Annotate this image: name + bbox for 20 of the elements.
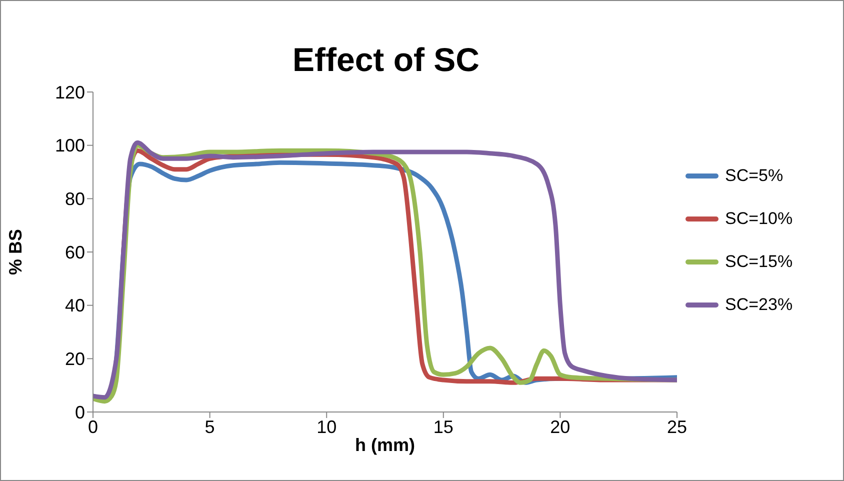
legend-label: SC=5% <box>725 166 784 186</box>
y-tick-label: 0 <box>74 402 85 422</box>
x-tick-label: 25 <box>666 416 688 437</box>
y-tick-label: 80 <box>64 189 85 210</box>
legend-label: SC=23% <box>725 295 793 315</box>
y-tick-label: 40 <box>64 296 85 316</box>
x-tick-label: 20 <box>550 416 570 437</box>
y-tick-label: 60 <box>64 242 85 262</box>
x-tick-label: 5 <box>204 416 215 437</box>
y-tick-label: 100 <box>54 136 85 156</box>
x-tick-label: 10 <box>316 416 337 437</box>
chart-title: Effect of SC <box>291 41 480 79</box>
y-tick-label: 20 <box>64 349 85 370</box>
x-tick-label: 15 <box>433 416 454 437</box>
legend-label: SC=10% <box>725 209 793 229</box>
x-axis-title: h (mm) <box>355 434 415 455</box>
x-tick-label: 0 <box>88 416 98 437</box>
y-axis-title: % BS <box>5 228 26 276</box>
y-tick-label: 120 <box>54 82 85 102</box>
legend-label: SC=15% <box>725 252 793 272</box>
